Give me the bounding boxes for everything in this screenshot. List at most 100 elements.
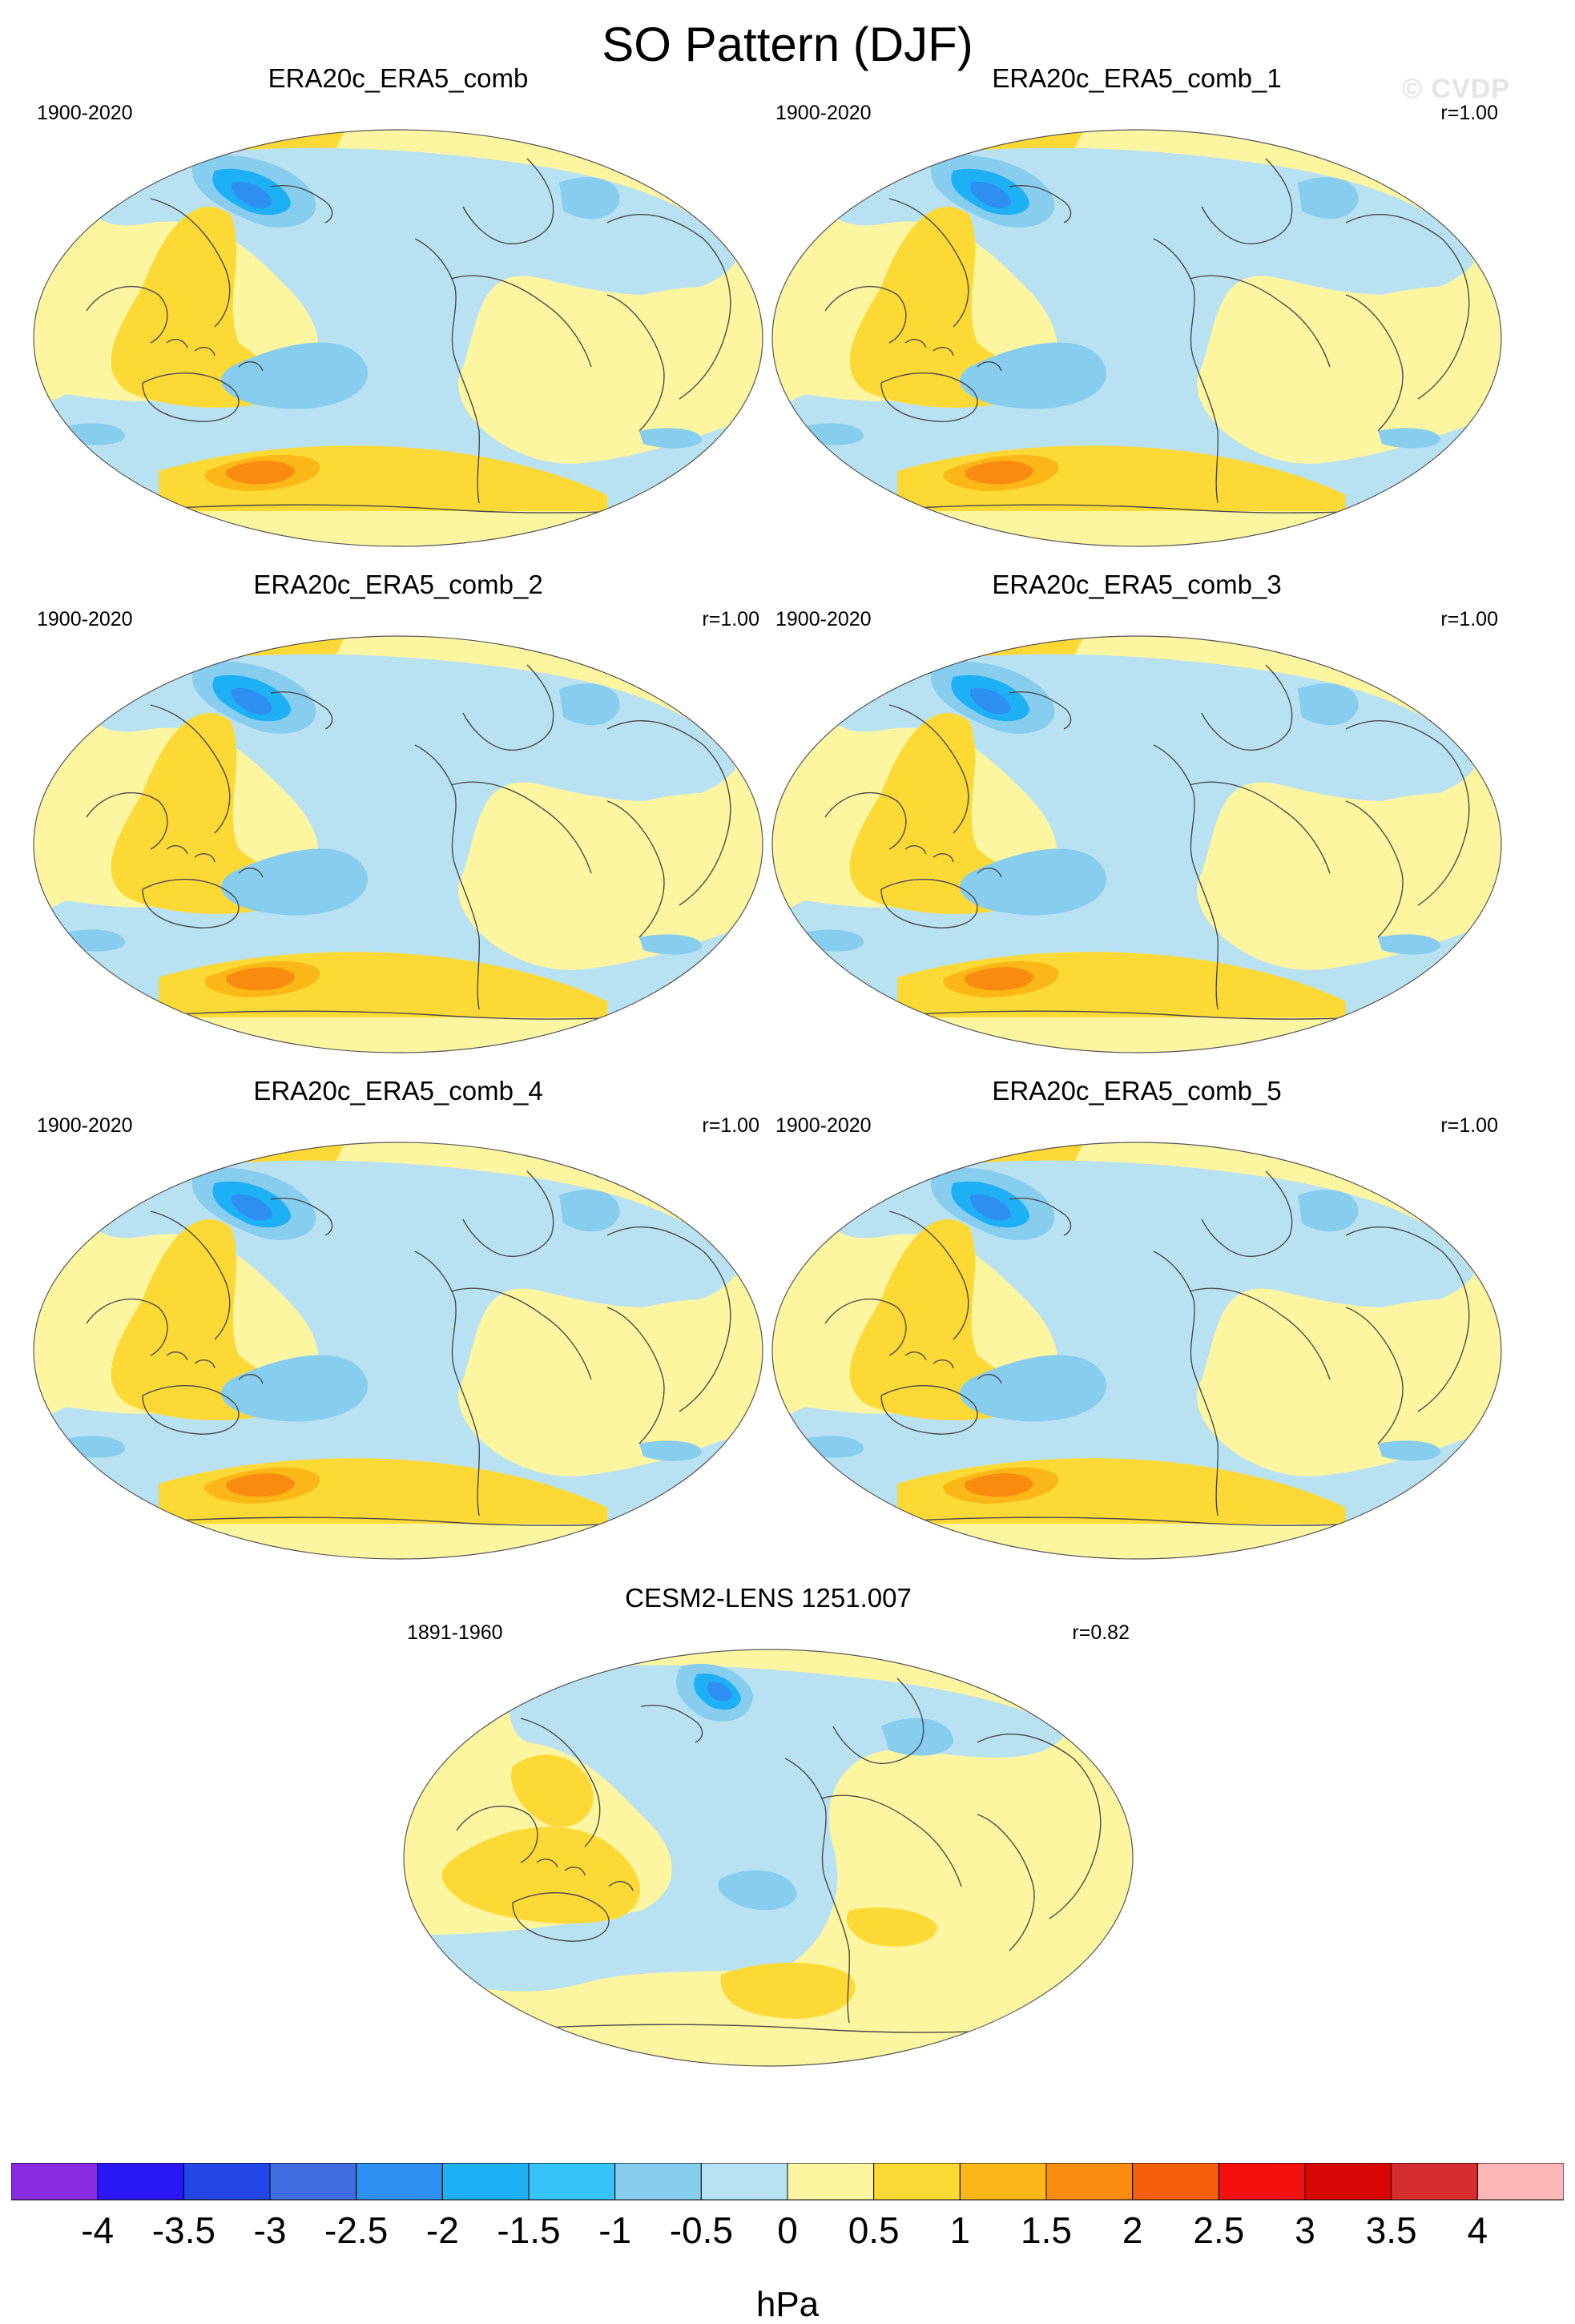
- south-pacific-negative: [221, 848, 368, 916]
- colorbar-tick-label: 1: [950, 2209, 971, 2251]
- coastline: [86, 285, 168, 344]
- coastline: [784, 1758, 851, 2024]
- coastline: [888, 704, 969, 834]
- coastline: [904, 845, 954, 863]
- colorbar-tick-label: 2.5: [1193, 2209, 1244, 2251]
- colorbar-tick-label: -2: [426, 2209, 459, 2251]
- coastline: [977, 868, 1002, 878]
- north-atlantic-negative: [881, 1718, 953, 1756]
- panel-period: 1900-2020: [37, 1114, 133, 1137]
- panel-correlation: r=1.00: [1440, 102, 1498, 124]
- colorbar-swatch: [441, 2163, 530, 2201]
- panel-correlation: r=1.00: [1440, 1114, 1498, 1137]
- coastline: [462, 158, 554, 244]
- west-pacific-positive: [849, 1219, 1026, 1420]
- coastline: [1009, 1198, 1072, 1236]
- land-antarctica-band: [34, 1524, 763, 1559]
- atlantic-positive: [1287, 1299, 1501, 1454]
- aleutian-low-core: [970, 182, 1011, 208]
- negative-band-north: [34, 1160, 759, 1524]
- land-antarctica-band: [772, 1524, 1501, 1559]
- coastline: [86, 1298, 168, 1356]
- panel-title: ERA20c_ERA5_comb_5: [992, 1076, 1282, 1106]
- colorbar-swatch: [873, 2163, 961, 2201]
- colorbar-swatch: [1391, 2163, 1478, 2201]
- southern-high-core: [226, 967, 295, 991]
- polar-high-north: [219, 1142, 347, 1163]
- negative-band-north: [34, 654, 759, 1017]
- panel-correlation: r=1.00: [702, 1114, 759, 1137]
- map-border: [403, 1649, 1134, 2067]
- panel-period: 1900-2020: [775, 608, 872, 630]
- coastline: [1345, 213, 1470, 400]
- aleutian-low-core: [970, 688, 1011, 715]
- coastline: [1189, 1287, 1331, 1380]
- colorbar-swatch: [700, 2163, 788, 2201]
- panel-title: ERA20c_ERA5_comb_3: [992, 570, 1282, 599]
- atlantic-positive: [549, 792, 763, 948]
- west-pacific-positive: [849, 713, 1026, 914]
- polar-high-north: [957, 130, 1086, 151]
- west-pacific-positive: [111, 1219, 288, 1420]
- west-pacific-positive: [111, 713, 288, 914]
- map-panel-4: ERA20c_ERA5_comb_3 1900-2020 r=1.00: [769, 569, 1505, 1057]
- south-pacific-negative: [960, 342, 1106, 409]
- south-pacific-negative: [718, 1870, 797, 1911]
- colorbar-tick-label: 0.5: [848, 2209, 900, 2251]
- panel-period: 1900-2020: [37, 608, 133, 630]
- contour-fills: [772, 130, 1501, 546]
- aleutian-low-core: [232, 688, 272, 715]
- coastline: [606, 1307, 665, 1444]
- asia-positive: [511, 1754, 594, 1827]
- coastline: [820, 1794, 962, 1887]
- southern-high-core: [965, 967, 1033, 991]
- coastline: [142, 372, 240, 422]
- south-pacific-negative: [221, 342, 368, 409]
- north-atlantic-negative: [559, 1190, 620, 1232]
- south-pacific-negative: [221, 1355, 368, 1422]
- coastline: [904, 1351, 954, 1369]
- coastline: [270, 691, 333, 730]
- colorbar-swatch: [528, 2163, 616, 2201]
- aleutian-low-core: [707, 1682, 732, 1702]
- colorbar-swatch: [269, 2163, 357, 2201]
- coastline: [1153, 744, 1219, 1010]
- coastline: [640, 1705, 703, 1743]
- colorbar-tick-label: 0: [777, 2209, 798, 2251]
- contour-fills: [34, 1142, 763, 1559]
- map-plot: [403, 1649, 1134, 2067]
- coastline: [512, 1891, 610, 1942]
- aleutian-low-core: [232, 1194, 272, 1221]
- southern-ocean-negative-east: [639, 1440, 703, 1461]
- colorbar-swatch: [1476, 2163, 1564, 2201]
- map-border: [771, 635, 1502, 1053]
- coastline: [880, 372, 978, 422]
- coastline: [606, 800, 665, 938]
- colorbar-swatch: [1218, 2163, 1306, 2201]
- coastline: [1345, 719, 1470, 906]
- coastline: [450, 781, 592, 874]
- colorbar-tick-label: -2.5: [324, 2209, 388, 2251]
- west-pacific-positive: [849, 207, 1026, 408]
- coastline: [606, 294, 665, 432]
- negative-band-north: [34, 147, 759, 511]
- coastline: [238, 361, 264, 372]
- map-panel-6: ERA20c_ERA5_comb_5 1900-2020 r=1.00: [769, 1075, 1505, 1564]
- coastline: [1189, 275, 1331, 368]
- coastline: [606, 1226, 731, 1412]
- map-panel-2: ERA20c_ERA5_comb_1 1900-2020 r=1.00: [769, 62, 1505, 551]
- coastline: [880, 1384, 978, 1435]
- negative-band-north: [772, 1160, 1498, 1524]
- colorbar-tick-label: 3: [1295, 2209, 1315, 2251]
- colorbar-swatch: [183, 2163, 271, 2201]
- coastline: [238, 1374, 264, 1384]
- coastline: [270, 1198, 333, 1236]
- panel-period: 1900-2020: [775, 1114, 872, 1137]
- polar-high-north: [957, 636, 1086, 657]
- land-antarctica-band: [34, 1017, 763, 1053]
- panel-title: CESM2-LENS 1251.007: [625, 1583, 912, 1613]
- southern-ocean-negative-east: [1378, 428, 1441, 449]
- southern-high-core: [226, 1473, 295, 1497]
- coastline: [270, 185, 333, 224]
- coastline: [1153, 1251, 1219, 1516]
